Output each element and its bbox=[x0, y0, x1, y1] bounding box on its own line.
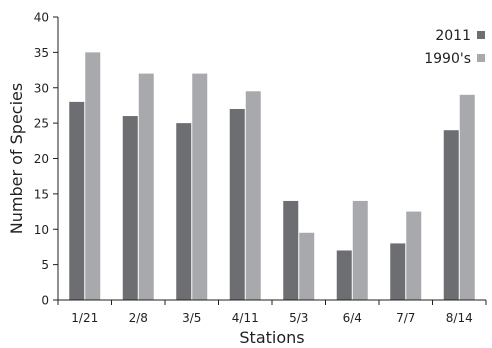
bar-series2 bbox=[138, 73, 154, 300]
y-axis-title: Number of Species bbox=[7, 83, 26, 234]
bar-series1 bbox=[443, 130, 459, 300]
bar-series1 bbox=[176, 123, 192, 300]
y-tick-label: 25 bbox=[34, 117, 49, 131]
x-tick-label: 6/4 bbox=[343, 311, 362, 325]
x-tick-label: 1/21 bbox=[71, 311, 98, 325]
y-tick-label: 15 bbox=[34, 187, 49, 201]
y-tick-label: 5 bbox=[41, 258, 49, 272]
legend-label: 1990's bbox=[424, 51, 471, 67]
y-tick-label: 40 bbox=[34, 11, 49, 25]
bar-series1 bbox=[122, 116, 138, 300]
bar-series2 bbox=[245, 91, 261, 300]
bar-series2 bbox=[459, 94, 475, 300]
y-tick-label: 0 bbox=[41, 294, 49, 308]
x-tick-label: 7/7 bbox=[396, 311, 415, 325]
y-tick-label: 20 bbox=[34, 152, 49, 166]
x-tick-label: 5/3 bbox=[289, 311, 308, 325]
legend-label: 2011 bbox=[435, 28, 471, 44]
x-tick-label: 3/5 bbox=[182, 311, 201, 325]
bar-series1 bbox=[283, 200, 299, 300]
bar-series1 bbox=[336, 250, 352, 300]
x-tick-label: 8/14 bbox=[446, 311, 473, 325]
bar-series2 bbox=[299, 232, 315, 300]
y-tick-label: 35 bbox=[34, 46, 49, 60]
bar-series1 bbox=[390, 243, 406, 300]
x-tick-label: 4/11 bbox=[232, 311, 259, 325]
bar-series2 bbox=[352, 200, 368, 300]
legend-swatch bbox=[477, 31, 485, 39]
x-tick-label: 2/8 bbox=[129, 311, 148, 325]
legend-swatch bbox=[477, 54, 485, 62]
legend: 2011 1990's bbox=[424, 28, 485, 67]
y-axis: 0 5 10 15 20 25 30 35 40 bbox=[34, 11, 59, 308]
bars-group bbox=[69, 52, 475, 301]
x-axis-title: Stations bbox=[239, 328, 304, 347]
bar-series2 bbox=[85, 52, 101, 300]
y-tick-label: 10 bbox=[34, 223, 49, 237]
bar-series1 bbox=[229, 108, 245, 300]
x-axis: 1/21 2/8 3/5 4/11 5/3 6/4 7/7 8/14 bbox=[57, 299, 487, 325]
bar-series2 bbox=[192, 73, 208, 300]
y-tick-label: 30 bbox=[34, 81, 49, 95]
bar-series1 bbox=[69, 101, 85, 301]
bar-series2 bbox=[406, 211, 422, 300]
